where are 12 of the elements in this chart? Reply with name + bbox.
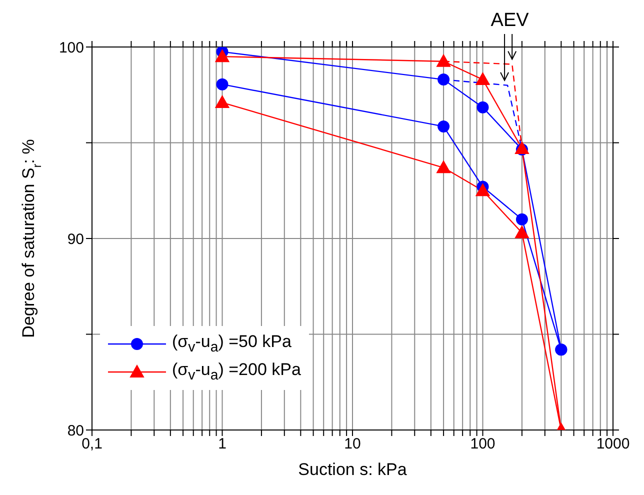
y-tick-label: 90 — [67, 230, 84, 248]
x-axis-title: Suction s: kPa — [298, 460, 408, 479]
legend-label: (σ$_{v}$-u$_{a}$) =50 kPa — [172, 332, 292, 356]
x-tick-label: 10 — [344, 436, 361, 453]
legend-label: (σ$_{v}$-u$_{a}$) =200 kPa — [172, 360, 301, 384]
text: AEV — [490, 10, 530, 32]
x-tick-label: 0,1 — [82, 436, 102, 453]
x-tick-label: 1 — [218, 436, 226, 453]
x-tick-label: 100 — [470, 436, 496, 453]
x-tick-label: 1000 — [596, 436, 630, 453]
y-tick-label: 80 — [67, 422, 84, 440]
y-tick-label: 100 — [58, 39, 84, 56]
